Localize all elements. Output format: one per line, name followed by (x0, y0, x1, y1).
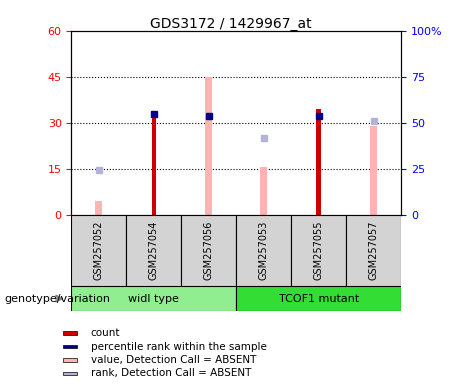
Bar (63, 345, 77, 348)
Bar (260, 167, 267, 215)
Bar (205, 77, 213, 215)
Bar (236, 286, 401, 311)
Text: widl type: widl type (129, 293, 179, 304)
Text: GDS3172 / 1429967_at: GDS3172 / 1429967_at (150, 17, 311, 31)
Text: GSM257054: GSM257054 (149, 221, 159, 280)
Text: value, Detection Call = ABSENT: value, Detection Call = ABSENT (90, 355, 256, 365)
Text: count: count (90, 328, 120, 338)
Text: GSM257052: GSM257052 (94, 221, 104, 280)
Bar (63, 358, 77, 362)
Text: percentile rank within the sample: percentile rank within the sample (90, 341, 266, 352)
Text: GSM257053: GSM257053 (259, 221, 269, 280)
Text: GSM257057: GSM257057 (369, 221, 378, 280)
Text: rank, Detection Call = ABSENT: rank, Detection Call = ABSENT (90, 368, 251, 379)
Bar (316, 109, 321, 215)
Bar (291, 215, 346, 286)
Bar (236, 215, 291, 286)
Bar (95, 201, 102, 215)
Bar (126, 215, 181, 286)
Text: genotype/variation: genotype/variation (5, 293, 111, 304)
Bar (63, 331, 77, 335)
Bar (71, 215, 126, 286)
Bar (181, 215, 236, 286)
Text: GSM257056: GSM257056 (204, 221, 214, 280)
Text: GSM257055: GSM257055 (313, 221, 324, 280)
Bar (370, 126, 377, 215)
Bar (71, 286, 236, 311)
Text: TCOF1 mutant: TCOF1 mutant (278, 293, 359, 304)
Bar (63, 372, 77, 375)
Bar (346, 215, 401, 286)
Bar (152, 115, 156, 215)
